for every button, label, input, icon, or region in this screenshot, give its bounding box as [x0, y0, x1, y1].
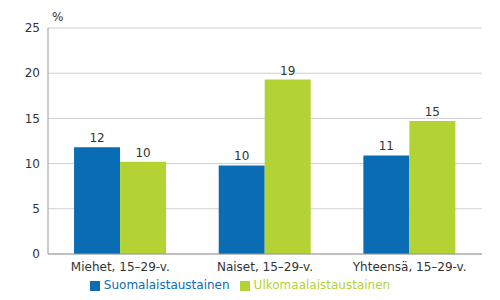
svg-text:5: 5: [32, 202, 40, 216]
svg-text:Miehet, 15–29-v.: Miehet, 15–29-v.: [71, 260, 170, 274]
html-text:Ulkomaalaistaustainen: Ulkomaalaistaustainen: [253, 278, 391, 292]
svg-text:10: 10: [135, 146, 150, 160]
svg-text:12: 12: [89, 131, 104, 145]
svg-text:Naiset, 15–29-v.: Naiset, 15–29-v.: [217, 260, 313, 274]
svg-text:15: 15: [25, 112, 40, 126]
svg-text:19: 19: [280, 64, 295, 78]
svg-text:15: 15: [425, 105, 440, 119]
html-text:Suomalaistaustainen: Suomalaistaustainen: [103, 278, 230, 292]
svg-text:25: 25: [25, 21, 40, 35]
svg-text:11: 11: [379, 139, 394, 153]
svg-text:10: 10: [25, 157, 40, 171]
svg-text:Yhteensä, 15–29-v.: Yhteensä, 15–29-v.: [352, 260, 467, 274]
svg-text:10: 10: [234, 149, 249, 163]
svg-text:0: 0: [32, 247, 40, 261]
svg-text:20: 20: [25, 66, 40, 80]
